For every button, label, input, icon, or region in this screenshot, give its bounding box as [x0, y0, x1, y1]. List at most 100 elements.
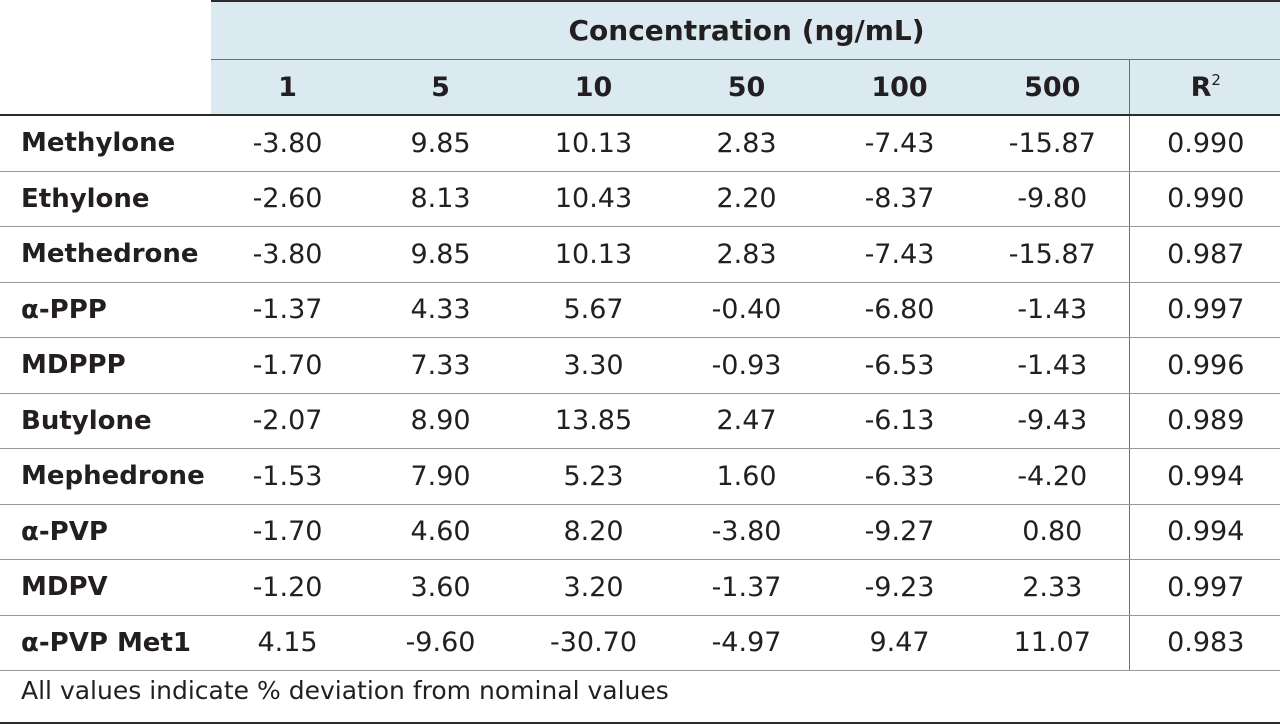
deviation-cell: -2.60	[211, 171, 364, 227]
deviation-cell: 9.47	[823, 615, 976, 671]
deviation-cell: -15.87	[976, 226, 1129, 283]
deviation-cell: 2.47	[670, 393, 823, 449]
table-body: Methylone -3.80 9.85 10.13 2.83 -7.43 -15.87 0.…	[0, 115, 1280, 671]
deviation-cell: -6.53	[823, 337, 976, 394]
deviation-cell: 8.13	[364, 171, 517, 227]
deviation-cell: 4.15	[211, 615, 364, 671]
deviation-cell: 4.33	[364, 282, 517, 338]
deviation-cell: 3.60	[364, 559, 517, 616]
deviation-cell: 8.90	[364, 393, 517, 449]
r-squared-cell: 0.987	[1128, 226, 1280, 283]
compound-name: Mephedrone	[0, 448, 211, 505]
table-row: MDPPP -1.70 7.33 3.30 -0.93 -6.53 -1.43 0.996	[0, 337, 1280, 394]
deviation-cell: 2.83	[670, 226, 823, 283]
r-squared-cell: 0.997	[1128, 282, 1280, 338]
table-row: α-PVP Met1 4.15 -9.60 -30.70 -4.97 9.47 11.07 0…	[0, 615, 1280, 671]
r-squared-cell: 0.990	[1128, 171, 1280, 227]
r-squared-superscript: 2	[1211, 71, 1221, 89]
r-squared-cell: 0.990	[1128, 115, 1280, 172]
compound-name: α-PVP Met1	[0, 615, 211, 671]
compound-name: MDPPP	[0, 337, 211, 394]
deviation-cell: -1.70	[211, 504, 364, 560]
deviation-cell: 9.85	[364, 226, 517, 283]
table-row: α-PVP -1.70 4.60 8.20 -3.80 -9.27 0.80 0.994	[0, 504, 1280, 560]
compound-name: Ethylone	[0, 171, 211, 227]
compound-name: MDPV	[0, 559, 211, 616]
deviation-cell: 2.83	[670, 115, 823, 172]
r-squared-cell: 0.994	[1128, 448, 1280, 505]
compound-name: α-PVP	[0, 504, 211, 560]
deviation-cell: -9.80	[976, 171, 1129, 227]
table-row: Methylone -3.80 9.85 10.13 2.83 -7.43 -15.87 0.…	[0, 115, 1280, 172]
deviation-cell: -2.07	[211, 393, 364, 449]
deviation-cell: -7.43	[823, 226, 976, 283]
deviation-cell: -1.43	[976, 337, 1129, 394]
deviation-cell: -6.80	[823, 282, 976, 338]
deviation-cell: -3.80	[211, 115, 364, 172]
deviation-cell: 10.43	[517, 171, 670, 227]
deviation-cell: -1.37	[670, 559, 823, 616]
deviation-table: Concentration (ng/mL) 1 5 10 50 100 500 …	[0, 0, 1280, 671]
deviation-cell: 10.13	[517, 115, 670, 172]
compound-name: Methylone	[0, 115, 211, 172]
deviation-cell: -9.60	[364, 615, 517, 671]
compound-name: Methedrone	[0, 226, 211, 283]
deviation-cell: -6.33	[823, 448, 976, 505]
deviation-cell: 8.20	[517, 504, 670, 560]
deviation-cell: -0.40	[670, 282, 823, 338]
deviation-cell: 7.90	[364, 448, 517, 505]
header-row-group: Concentration (ng/mL)	[0, 0, 1280, 60]
deviation-cell: 7.33	[364, 337, 517, 394]
deviation-cell: 2.33	[976, 559, 1129, 616]
deviation-cell: -1.53	[211, 448, 364, 505]
table-footnote: All values indicate % deviation from nom…	[21, 676, 669, 705]
deviation-cell: -0.93	[670, 337, 823, 394]
header-corner	[0, 1, 211, 60]
r-squared-base: R	[1190, 72, 1212, 103]
table-row: Ethylone -2.60 8.13 10.43 2.20 -8.37 -9.80 0.99…	[0, 171, 1280, 227]
r-squared-header: R2	[1128, 59, 1280, 116]
compound-name: α-PPP	[0, 282, 211, 338]
deviation-cell: 2.20	[670, 171, 823, 227]
column-header: 1	[211, 59, 364, 116]
deviation-cell: -6.13	[823, 393, 976, 449]
r-squared-cell: 0.983	[1128, 615, 1280, 671]
r-squared-cell: 0.997	[1128, 559, 1280, 616]
table-row: Methedrone -3.80 9.85 10.13 2.83 -7.43 -15.87 0…	[0, 226, 1280, 283]
deviation-cell: 1.60	[670, 448, 823, 505]
deviation-cell: -9.23	[823, 559, 976, 616]
deviation-cell: 0.80	[976, 504, 1129, 560]
deviation-cell: -1.43	[976, 282, 1129, 338]
r-squared-cell: 0.996	[1128, 337, 1280, 394]
table-row: MDPV -1.20 3.60 3.20 -1.37 -9.23 2.33 0.997	[0, 559, 1280, 616]
deviation-cell: -1.20	[211, 559, 364, 616]
deviation-cell: -30.70	[517, 615, 670, 671]
deviation-cell: 3.20	[517, 559, 670, 616]
deviation-cell: -7.43	[823, 115, 976, 172]
column-header: 50	[670, 59, 823, 116]
column-header: 100	[823, 59, 976, 116]
deviation-cell: 11.07	[976, 615, 1129, 671]
deviation-cell: -9.43	[976, 393, 1129, 449]
table-row: Butylone -2.07 8.90 13.85 2.47 -6.13 -9.43 0.98…	[0, 393, 1280, 449]
header-corner-lower	[0, 59, 211, 116]
deviation-cell: 5.23	[517, 448, 670, 505]
column-header: 5	[364, 59, 517, 116]
header-row-columns: 1 5 10 50 100 500 R2	[0, 59, 1280, 116]
table-row: α-PPP -1.37 4.33 5.67 -0.40 -6.80 -1.43 0.997	[0, 282, 1280, 338]
deviation-cell: -1.70	[211, 337, 364, 394]
concentration-header: Concentration (ng/mL)	[211, 0, 1280, 60]
deviation-cell: 13.85	[517, 393, 670, 449]
deviation-cell: -3.80	[670, 504, 823, 560]
deviation-cell: 3.30	[517, 337, 670, 394]
r-squared-cell: 0.989	[1128, 393, 1280, 449]
deviation-cell: -3.80	[211, 226, 364, 283]
deviation-cell: -9.27	[823, 504, 976, 560]
r-squared-cell: 0.994	[1128, 504, 1280, 560]
deviation-cell: -15.87	[976, 115, 1129, 172]
bottom-rule	[0, 722, 1280, 724]
column-header: 500	[976, 59, 1129, 116]
deviation-cell: -4.20	[976, 448, 1129, 505]
column-header: 10	[517, 59, 670, 116]
